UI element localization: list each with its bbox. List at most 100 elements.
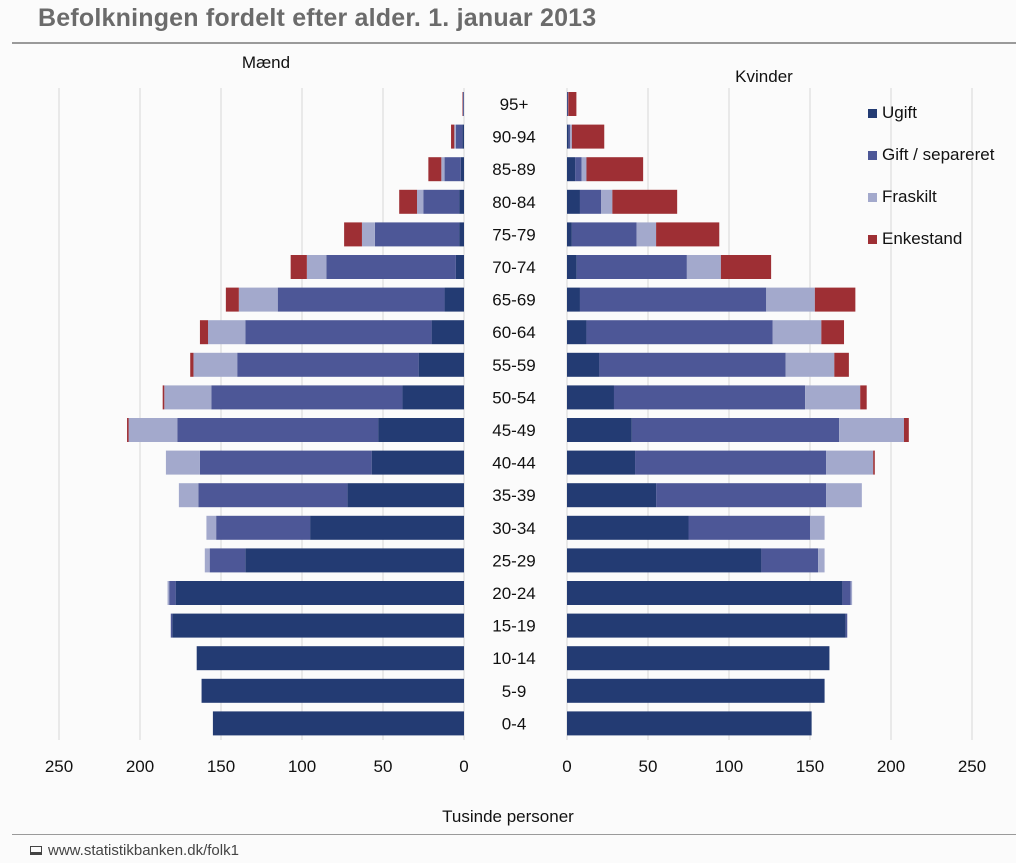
age-label-65-69: 65-69 bbox=[492, 291, 535, 310]
bar-men-85-89-Enkestand bbox=[428, 157, 442, 182]
age-label-15-19: 15-19 bbox=[492, 617, 535, 636]
bar-men-75-79-Fraskilt bbox=[361, 222, 375, 247]
computer-icon bbox=[30, 846, 42, 855]
bar-men-40-44-Fraskilt bbox=[165, 450, 200, 475]
age-labels: 95+ 90-94 85-89 80-84 75-79 70-74 65-69 60-64 55… bbox=[492, 95, 535, 733]
x-axis-title: Tusinde personer bbox=[442, 807, 574, 826]
bar-men-50-54-Ugift bbox=[402, 385, 464, 410]
bar-men-50-54-Fraskilt bbox=[164, 385, 212, 410]
panel-label-men: Mænd bbox=[242, 53, 290, 72]
bars bbox=[127, 92, 909, 736]
bar-men-60-64-Fraskilt bbox=[208, 320, 246, 345]
tick-label-men-150: 150 bbox=[207, 757, 235, 776]
bar-women-45-49-Fraskilt bbox=[839, 418, 904, 442]
bar-women-85-89-Gift / separeret bbox=[575, 157, 582, 182]
bar-men-60-64-Gift / separeret bbox=[245, 320, 432, 345]
tick-label-men-250: 250 bbox=[45, 757, 73, 776]
legend-swatch-Enkestand bbox=[868, 235, 877, 244]
bar-women-30-34-Gift / separeret bbox=[688, 515, 810, 540]
tick-label-men-100: 100 bbox=[288, 757, 316, 776]
bar-women-45-49-Gift / separeret bbox=[631, 418, 840, 442]
title-divider bbox=[12, 42, 1016, 44]
bar-women-25-29-Ugift bbox=[567, 548, 762, 573]
bar-men-20-24-Fraskilt bbox=[167, 581, 170, 605]
bar-women-70-74-Enkestand bbox=[720, 255, 772, 279]
bar-men-30-34-Gift / separeret bbox=[216, 515, 311, 540]
bar-women-60-64-Enkestand bbox=[821, 320, 845, 345]
bar-women-75-79-Enkestand bbox=[656, 222, 720, 247]
bar-women-20-24-Ugift bbox=[567, 581, 843, 605]
bar-men-30-34-Fraskilt bbox=[206, 515, 217, 540]
bar-women-60-64-Ugift bbox=[567, 320, 587, 345]
bar-women-40-44-Enkestand bbox=[873, 450, 875, 475]
tick-label-men-200: 200 bbox=[126, 757, 154, 776]
tick-label-women-200: 200 bbox=[877, 757, 905, 776]
tick-label-women-100: 100 bbox=[715, 757, 743, 776]
legend-label-Fraskilt: Fraskilt bbox=[882, 187, 937, 206]
x-tick-labels: 0 0 50 50 100 100 150 150 200 200 250 250 bbox=[45, 757, 986, 776]
bar-men-85-89-Gift / separeret bbox=[444, 157, 461, 182]
bar-women-60-64-Fraskilt bbox=[772, 320, 822, 345]
bar-men-70-74-Enkestand bbox=[290, 255, 307, 279]
bar-men-60-64-Enkestand bbox=[199, 320, 209, 345]
bar-men-75-79-Enkestand bbox=[344, 222, 362, 247]
bar-men-85-89-Fraskilt bbox=[441, 157, 445, 182]
bar-men-90-94-Ugift bbox=[462, 124, 464, 149]
bar-women-85-89-Enkestand bbox=[586, 157, 644, 182]
bar-women-40-44-Gift / separeret bbox=[635, 450, 827, 475]
bar-men-65-69-Ugift bbox=[444, 287, 464, 312]
bar-men-35-39-Fraskilt bbox=[178, 483, 199, 508]
bar-men-50-54-Enkestand bbox=[162, 385, 165, 410]
age-label-10-14: 10-14 bbox=[492, 649, 535, 668]
bar-women-35-39-Ugift bbox=[567, 483, 657, 508]
age-label-85-89: 85-89 bbox=[492, 160, 535, 179]
bar-women-65-69-Fraskilt bbox=[766, 287, 815, 312]
bar-men-40-44-Ugift bbox=[371, 450, 464, 475]
bar-men-35-39-Ugift bbox=[347, 483, 464, 508]
age-label-55-59: 55-59 bbox=[492, 356, 535, 375]
tick-label-men-50: 50 bbox=[374, 757, 393, 776]
source-link[interactable]: www.statistikbanken.dk/folk1 bbox=[48, 842, 239, 859]
bar-women-70-74-Ugift bbox=[567, 255, 577, 279]
bar-men-95+-Gift / separeret bbox=[463, 92, 464, 116]
age-label-70-74: 70-74 bbox=[492, 258, 535, 277]
bar-men-90-94-Fraskilt bbox=[454, 124, 456, 149]
footer-divider bbox=[12, 834, 1016, 835]
bar-women-75-79-Ugift bbox=[567, 222, 572, 247]
bar-women-80-84-Ugift bbox=[567, 189, 580, 214]
bar-women-10-14-Ugift bbox=[567, 646, 830, 671]
age-label-40-44: 40-44 bbox=[492, 454, 535, 473]
bar-women-80-84-Fraskilt bbox=[601, 189, 613, 214]
age-label-35-39: 35-39 bbox=[492, 486, 535, 505]
bar-women-60-64-Gift / separeret bbox=[586, 320, 773, 345]
bar-men-45-49-Ugift bbox=[378, 418, 464, 442]
bar-women-50-54-Fraskilt bbox=[805, 385, 861, 410]
age-label-25-29: 25-29 bbox=[492, 551, 535, 570]
age-label-0-4: 0-4 bbox=[502, 714, 527, 733]
grid-left bbox=[58, 88, 465, 740]
bar-men-70-74-Gift / separeret bbox=[326, 255, 456, 279]
bar-men-25-29-Ugift bbox=[245, 548, 464, 573]
age-label-95+: 95+ bbox=[500, 95, 529, 114]
legend-swatch-Gift / separeret bbox=[868, 151, 877, 160]
age-label-30-34: 30-34 bbox=[492, 519, 535, 538]
bar-women-55-59-Fraskilt bbox=[785, 352, 835, 377]
bar-men-20-24-Ugift bbox=[175, 581, 464, 605]
bar-women-80-84-Enkestand bbox=[612, 189, 678, 214]
bar-men-90-94-Gift / separeret bbox=[455, 124, 463, 149]
bar-women-95+-Enkestand bbox=[568, 92, 577, 116]
bar-men-20-24-Gift / separeret bbox=[169, 581, 176, 605]
grid-right bbox=[566, 88, 973, 740]
bar-men-80-84-Fraskilt bbox=[417, 189, 424, 214]
bar-women-20-24-Gift / separeret bbox=[842, 581, 851, 605]
bar-men-5-9-Ugift bbox=[201, 678, 464, 703]
bar-women-50-54-Ugift bbox=[567, 385, 614, 410]
bar-women-65-69-Enkestand bbox=[814, 287, 856, 312]
age-label-50-54: 50-54 bbox=[492, 388, 535, 407]
bar-men-65-69-Gift / separeret bbox=[277, 287, 445, 312]
bar-men-65-69-Fraskilt bbox=[238, 287, 278, 312]
bar-women-40-44-Fraskilt bbox=[826, 450, 874, 475]
bar-women-45-49-Ugift bbox=[567, 418, 632, 442]
age-label-5-9: 5-9 bbox=[502, 682, 527, 701]
bar-women-15-19-Ugift bbox=[567, 613, 846, 638]
